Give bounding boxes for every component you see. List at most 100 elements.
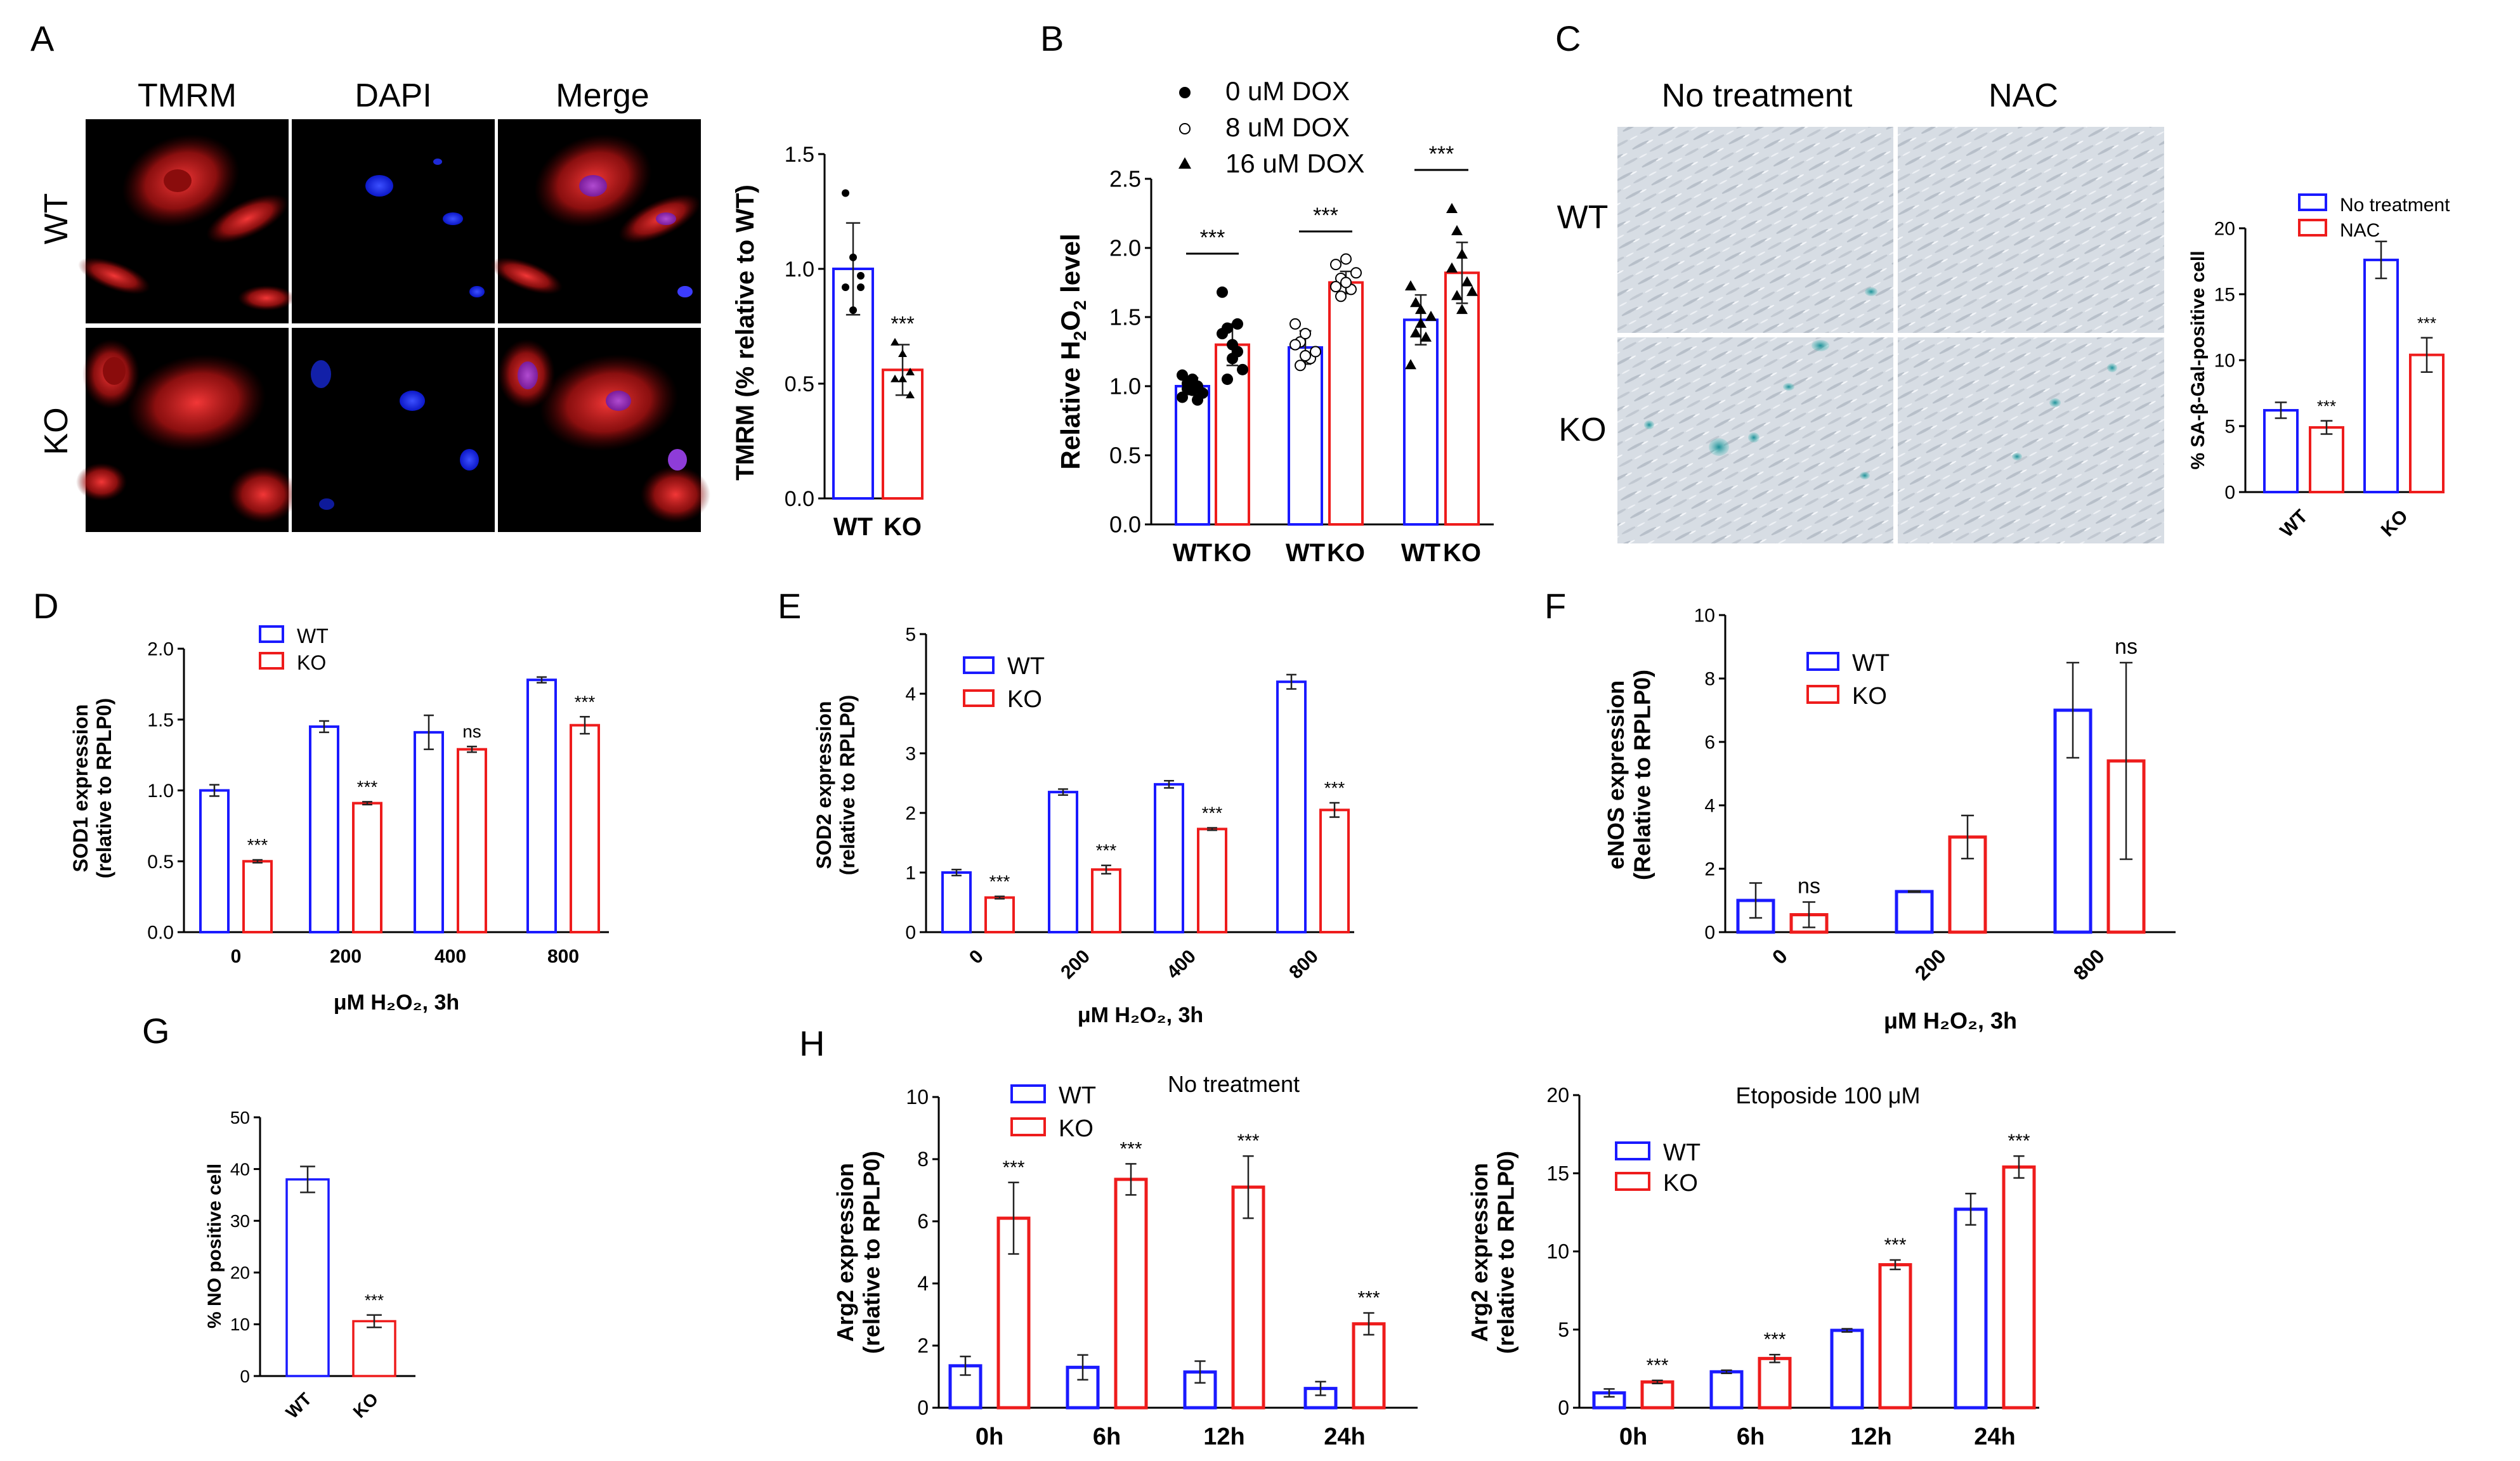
significance-label: *** xyxy=(2008,1131,2030,1152)
y-tick-label: 3 xyxy=(905,744,916,765)
data-point xyxy=(842,283,849,291)
y-tick-label: 4 xyxy=(905,684,916,705)
y-tick-label: 6 xyxy=(917,1210,929,1233)
data-point xyxy=(1456,248,1468,259)
x-tick-label: 12h xyxy=(1203,1424,1244,1450)
bar xyxy=(2309,426,2344,494)
data-point xyxy=(1310,346,1321,358)
data-point xyxy=(1330,281,1342,293)
data-point xyxy=(1187,384,1198,396)
y-tick-label: 6 xyxy=(1704,732,1715,753)
y-tick-label: 20 xyxy=(230,1263,250,1283)
data-point xyxy=(1222,373,1233,386)
bar xyxy=(2002,1165,2036,1410)
panel-c-row-label: WT xyxy=(1557,199,1609,236)
x-axis-label: μM H₂O₂, 3h xyxy=(1078,1003,1203,1027)
data-point xyxy=(1217,328,1228,340)
x-tick-label: 200 xyxy=(1910,944,1950,984)
significance-label: *** xyxy=(2317,397,2336,416)
legend-label: WT xyxy=(297,625,329,647)
bar xyxy=(1758,1356,1792,1410)
legend-marker xyxy=(1179,123,1191,134)
y-tick-label: 8 xyxy=(1704,669,1715,690)
y-axis-label-line: (Relative to RPLP0) xyxy=(1629,670,1655,880)
y-tick-label: 10 xyxy=(1546,1240,1569,1263)
x-tick-label: 24h xyxy=(1324,1424,1365,1450)
legend-label: KO xyxy=(297,651,326,674)
significance-label: *** xyxy=(989,872,1010,892)
significance-label: *** xyxy=(1763,1329,1786,1350)
data-point xyxy=(1451,224,1463,235)
bar xyxy=(285,1178,330,1377)
legend-label: KO xyxy=(1007,686,1042,713)
panel-letter-g: G xyxy=(142,1011,170,1051)
data-point xyxy=(1466,285,1478,296)
bar xyxy=(1319,808,1350,934)
data-point xyxy=(1461,276,1473,287)
legend: WT KO xyxy=(963,653,1045,713)
y-tick-label: 20 xyxy=(2214,219,2235,240)
bar xyxy=(1175,385,1210,526)
x-tick-label: 0h xyxy=(976,1424,1003,1450)
data-point xyxy=(1456,304,1468,315)
x-tick-label: WT xyxy=(1286,539,1325,567)
y-tick-label: 30 xyxy=(230,1211,250,1231)
bar xyxy=(1288,346,1323,526)
bar xyxy=(199,789,230,933)
data-point xyxy=(1300,328,1311,340)
bar xyxy=(1895,890,1934,934)
x-tick-label: 0 xyxy=(1768,944,1792,968)
y-tick-label: 2 xyxy=(917,1334,929,1357)
significance-label: *** xyxy=(357,777,378,796)
data-point xyxy=(849,253,857,261)
panel-c-stain-grid: No treatment NAC WT KO xyxy=(1557,77,2164,543)
y-axis-label: % SA-β-Gal-positive cell xyxy=(2188,250,2209,469)
x-tick-label: 400 xyxy=(434,946,466,967)
x-tick-label: WT xyxy=(1401,539,1440,567)
panel-letter-h: H xyxy=(799,1023,825,1063)
legend-marker xyxy=(1179,87,1191,98)
x-tick-label: WT xyxy=(2276,506,2312,542)
y-axis-label-line: SOD2 expression xyxy=(813,701,835,869)
x-tick-label: KO xyxy=(1443,539,1481,567)
data-point xyxy=(1420,331,1432,342)
significance-label: *** xyxy=(575,692,596,711)
bar xyxy=(352,1320,396,1377)
data-point xyxy=(1232,318,1243,330)
x-tick-label: 200 xyxy=(330,946,362,967)
stain-wt-no-treatment xyxy=(1617,127,1893,333)
y-tick-label: 10 xyxy=(2214,351,2235,372)
chart-tmrm: 0.0 0.5 1.0 1.5 WT *** KO TMRM (% relative to W… xyxy=(731,143,924,541)
x-tick-label: 400 xyxy=(1163,946,1200,984)
y-axis-label: Arg2 expression(relative to RPLP0) xyxy=(832,1151,884,1354)
legend: No treatment NAC xyxy=(2298,193,2450,241)
legend-label: WT xyxy=(1852,650,1890,677)
bar xyxy=(1640,1380,1675,1410)
y-axis-label-line: (relative to RPLP0) xyxy=(1492,1151,1518,1354)
y-axis-label-line: Arg2 expression xyxy=(1466,1163,1492,1342)
significance-label: *** xyxy=(1313,204,1338,228)
panel-a-col-label: TMRM xyxy=(138,77,237,114)
data-point xyxy=(1405,280,1416,291)
y-axis-label: Arg2 expression(relative to RPLP0) xyxy=(1466,1151,1518,1354)
x-tick-label: 800 xyxy=(2069,944,2109,984)
x-tick-label: WT xyxy=(833,513,873,541)
panel-letter-a: A xyxy=(30,18,55,58)
data-point xyxy=(906,367,915,375)
data-point xyxy=(1335,290,1347,302)
bar xyxy=(457,748,487,934)
bar xyxy=(2263,409,2299,493)
x-tick-label: 0h xyxy=(1619,1424,1647,1450)
y-tick-label: 15 xyxy=(2214,285,2235,306)
bar xyxy=(352,802,382,933)
y-tick-label: 4 xyxy=(917,1272,929,1295)
y-axis-label-line: % SA-β-Gal-positive cell xyxy=(2188,250,2209,469)
significance-label: *** xyxy=(891,312,914,335)
panel-letter-b: B xyxy=(1040,18,1064,58)
y-axis-label: TMRM (% relative to WT) xyxy=(731,185,759,481)
chart-sabgal: 0 5 10 15 20 *** WT *** KO No treatment NAC % SA-β-… xyxy=(2188,193,2450,542)
data-point xyxy=(1330,259,1342,271)
significance-label: *** xyxy=(1237,1131,1259,1152)
y-tick-label: 40 xyxy=(230,1159,250,1179)
